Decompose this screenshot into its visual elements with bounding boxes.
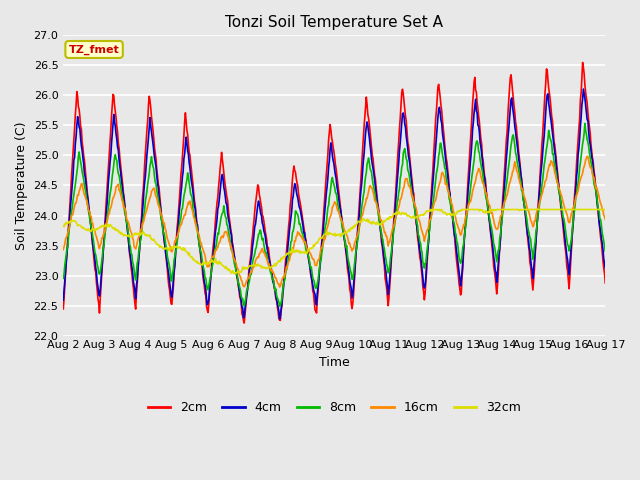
4cm — [401, 121, 408, 127]
Legend: 2cm, 4cm, 8cm, 16cm, 32cm: 2cm, 4cm, 8cm, 16cm, 32cm — [143, 396, 526, 419]
Text: TZ_fmet: TZ_fmet — [68, 44, 120, 55]
32cm — [602, 206, 609, 212]
2cm — [180, 132, 188, 138]
16cm — [276, 284, 284, 290]
2cm — [125, 243, 132, 249]
8cm — [602, 249, 609, 254]
8cm — [417, 240, 424, 246]
16cm — [401, 179, 408, 185]
Title: Tonzi Soil Temperature Set A: Tonzi Soil Temperature Set A — [225, 15, 444, 30]
32cm — [60, 223, 67, 228]
Y-axis label: Soil Temperature (C): Soil Temperature (C) — [15, 121, 28, 250]
16cm — [180, 214, 188, 219]
2cm — [241, 320, 248, 326]
4cm — [417, 252, 424, 258]
8cm — [69, 197, 77, 203]
8cm — [581, 120, 589, 126]
32cm — [209, 258, 216, 264]
16cm — [602, 216, 609, 222]
4cm — [209, 257, 216, 263]
Line: 32cm: 32cm — [63, 209, 605, 274]
2cm — [60, 306, 67, 312]
2cm — [209, 251, 216, 256]
4cm — [125, 240, 132, 245]
8cm — [276, 303, 284, 309]
16cm — [60, 247, 67, 252]
2cm — [401, 106, 408, 112]
4cm — [602, 265, 609, 271]
2cm — [602, 280, 609, 286]
Line: 2cm: 2cm — [63, 62, 605, 323]
Line: 8cm: 8cm — [63, 123, 605, 306]
32cm — [125, 233, 132, 239]
32cm — [426, 206, 434, 212]
4cm — [60, 297, 67, 303]
32cm — [401, 211, 408, 217]
Line: 4cm: 4cm — [63, 89, 605, 319]
2cm — [417, 258, 424, 264]
2cm — [579, 60, 586, 65]
8cm — [180, 193, 188, 199]
32cm — [69, 218, 77, 224]
4cm — [276, 316, 284, 322]
16cm — [209, 253, 216, 259]
4cm — [69, 172, 77, 178]
16cm — [583, 154, 591, 159]
8cm — [125, 232, 132, 238]
16cm — [125, 221, 132, 227]
16cm — [417, 223, 424, 228]
8cm — [401, 146, 408, 152]
16cm — [69, 211, 77, 216]
32cm — [231, 271, 239, 276]
X-axis label: Time: Time — [319, 356, 349, 369]
32cm — [180, 247, 188, 253]
4cm — [580, 86, 588, 92]
8cm — [60, 276, 67, 281]
32cm — [417, 212, 424, 218]
Line: 16cm: 16cm — [63, 156, 605, 287]
2cm — [69, 150, 77, 156]
4cm — [180, 156, 188, 162]
8cm — [209, 263, 216, 268]
